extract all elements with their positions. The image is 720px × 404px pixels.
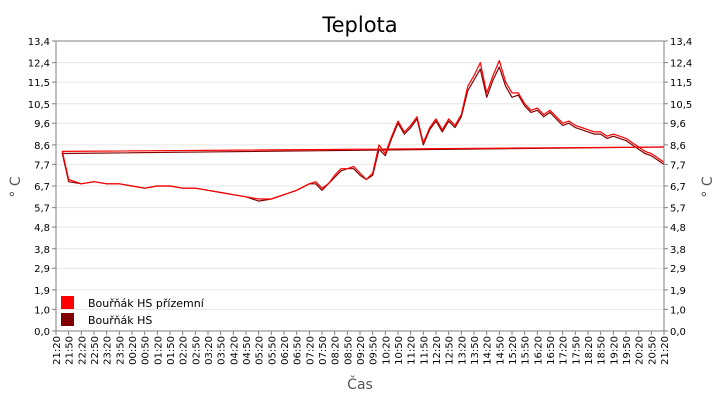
y-tick-label-right: 9,6 [670, 119, 686, 130]
y-tick-label-left: 3,8 [34, 245, 50, 256]
y-tick-label-left: 4,8 [34, 223, 50, 234]
x-tick-label: 08:20 [331, 336, 342, 365]
x-tick-label: 15:20 [508, 336, 519, 365]
y-tick-label-left: 6,7 [34, 182, 50, 193]
x-tick-label: 23:50 [115, 336, 126, 365]
x-axis: 21:20 21:50 22:20 22:50 23:20 23:50 00:20 00:50… [52, 331, 671, 365]
x-axis-title: Čas [347, 375, 373, 393]
x-tick-label: 19:20 [609, 336, 620, 365]
x-tick-label: 12:50 [445, 336, 456, 365]
x-tick-label: 16:50 [546, 336, 557, 365]
y-tick-label-left: 2,9 [34, 264, 50, 275]
y-tick-label-right: 5,7 [670, 204, 686, 215]
x-tick-label: 14:50 [495, 336, 506, 365]
x-tick-label: 18:50 [597, 336, 608, 365]
x-tick-label: 22:20 [77, 336, 88, 365]
x-tick-label: 09:20 [356, 336, 367, 365]
y-tick-label-left: 12,4 [28, 59, 50, 70]
y-tick-label-right: 4,8 [670, 223, 686, 234]
x-tick-label: 11:50 [419, 336, 430, 365]
y-tick-label-right: 13,4 [670, 37, 692, 48]
y-tick-label-left: 1,9 [34, 286, 50, 297]
y-tick-label-right: 1,0 [670, 305, 686, 316]
x-tick-label: 02:20 [179, 336, 190, 365]
y-tick-label-left: 10,5 [28, 100, 50, 111]
x-tick-label: 06:20 [280, 336, 291, 365]
x-tick-label: 03:50 [217, 336, 228, 365]
y-axis-left: 0,0 1,0 1,9 2,9 3,8 4,8 5,7 6,7 7,7 8,6 9,6 10,5 11,… [28, 37, 56, 338]
x-tick-label: 13:20 [457, 336, 468, 365]
x-tick-label: 16:20 [533, 336, 544, 365]
x-tick-label: 07:20 [305, 336, 316, 365]
x-tick-label: 21:20 [52, 336, 63, 365]
x-tick-label: 04:50 [242, 336, 253, 365]
x-tick-label: 17:50 [571, 336, 582, 365]
y-axis-right: 0,0 1,0 1,9 2,9 3,8 4,8 5,7 6,7 7,7 8,6 9,6 10,5 11,… [664, 37, 692, 338]
x-tick-label: 14:20 [483, 336, 494, 365]
x-tick-label: 22:50 [90, 336, 101, 365]
y-tick-label-right: 6,7 [670, 182, 686, 193]
x-tick-label: 10:20 [381, 336, 392, 365]
x-tick-label: 02:50 [191, 336, 202, 365]
y-tick-label-right: 12,4 [670, 59, 692, 70]
x-tick-label: 03:20 [204, 336, 215, 365]
x-tick-label: 21:50 [65, 336, 76, 365]
y-tick-label-left: 13,4 [28, 37, 50, 48]
x-tick-label: 06:50 [293, 336, 304, 365]
x-tick-label: 04:20 [229, 336, 240, 365]
x-tick-label: 23:20 [103, 336, 114, 365]
legend-label: Bouřňák HS přízemní [88, 297, 205, 310]
series-line [61, 59, 665, 200]
x-tick-label: 01:50 [166, 336, 177, 365]
y-tick-label-right: 0,0 [670, 327, 686, 338]
y-tick-label-left: 1,0 [34, 305, 50, 316]
y-tick-label-right: 8,6 [670, 141, 686, 152]
legend: Bouřňák HS přízemní Bouřňák HS [61, 296, 205, 327]
x-tick-label: 01:20 [153, 336, 164, 365]
x-tick-label: 08:50 [343, 336, 354, 365]
x-tick-label: 13:50 [470, 336, 481, 365]
x-tick-label: 20:20 [635, 336, 646, 365]
x-tick-label: 21:20 [660, 336, 671, 365]
series-layer [61, 59, 665, 202]
x-tick-label: 19:50 [622, 336, 633, 365]
x-tick-label: 20:50 [647, 336, 658, 365]
x-tick-label: 15:50 [521, 336, 532, 365]
y-tick-label-right: 11,5 [670, 78, 692, 89]
x-tick-label: 12:20 [432, 336, 443, 365]
y-axis-title-left: ° C [8, 176, 24, 197]
x-tick-label: 18:20 [584, 336, 595, 365]
y-tick-label-right: 10,5 [670, 100, 692, 111]
y-tick-label-left: 5,7 [34, 204, 50, 215]
x-tick-label: 07:50 [318, 336, 329, 365]
x-tick-label: 10:50 [394, 336, 405, 365]
x-tick-label: 05:20 [255, 336, 266, 365]
x-tick-label: 09:50 [369, 336, 380, 365]
y-tick-label-right: 1,9 [670, 286, 686, 297]
y-tick-label-left: 0,0 [34, 327, 50, 338]
y-tick-label-left: 11,5 [28, 78, 50, 89]
y-tick-label-left: 9,6 [34, 119, 50, 130]
y-tick-label-right: 2,9 [670, 264, 686, 275]
y-axis-title-right: ° C [700, 176, 716, 197]
y-tick-label-right: 7,7 [670, 160, 686, 171]
x-tick-label: 00:50 [141, 336, 152, 365]
x-tick-label: 00:20 [128, 336, 139, 365]
legend-swatch [61, 313, 74, 326]
y-tick-label-left: 7,7 [34, 160, 50, 171]
y-tick-label-left: 8,6 [34, 141, 50, 152]
x-tick-label: 05:50 [267, 336, 278, 365]
x-tick-label: 11:20 [407, 336, 418, 365]
legend-label: Bouřňák HS [88, 314, 152, 327]
y-tick-label-right: 3,8 [670, 245, 686, 256]
chart-title: Teplota [321, 13, 397, 37]
legend-swatch [61, 296, 74, 309]
x-tick-label: 17:20 [559, 336, 570, 365]
